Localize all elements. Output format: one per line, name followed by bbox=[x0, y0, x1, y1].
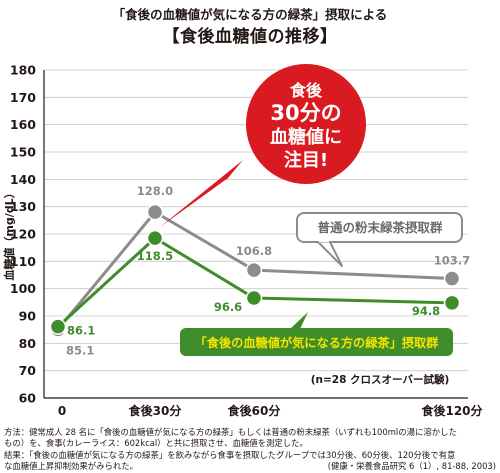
normal-tea-value-label: 106.8 bbox=[236, 244, 272, 258]
y-tick-label: 100 bbox=[10, 281, 36, 296]
y-tick-label: 140 bbox=[10, 172, 36, 187]
glucose-tea-point bbox=[245, 289, 263, 307]
y-tick-label: 90 bbox=[19, 309, 37, 324]
normal-tea-line bbox=[56, 210, 453, 331]
glucose-tea-value-label: 96.6 bbox=[214, 300, 242, 314]
y-tick-label: 120 bbox=[10, 227, 36, 242]
x-tick-label: 食後60分 bbox=[227, 403, 281, 418]
legend-pointer bbox=[317, 241, 343, 267]
normal-tea-point bbox=[245, 261, 263, 279]
note-result-line1: 結果：「食後の血糖値が気になる方の緑茶」を飲みながら食事を摂取したグループでは3… bbox=[4, 449, 456, 460]
legend-glucose-tea: 「食後の血糖値が気になる方の緑茶」摂取群 bbox=[180, 312, 453, 356]
y-tick-label: 150 bbox=[10, 145, 36, 160]
x-tick-label: 食後30分 bbox=[128, 403, 182, 418]
y-tick-label: 110 bbox=[10, 254, 36, 269]
x-tick-label: 食後120分 bbox=[420, 403, 482, 418]
legend-label: 「食後の血糖値が気になる方の緑茶」摂取群 bbox=[195, 335, 439, 350]
note-method-line1: 方法：健常成人 28 名に「食後の血糖値が気になる方の緑茶」もしくは普通の粉末緑… bbox=[4, 427, 457, 437]
legend-box bbox=[180, 328, 453, 356]
glucose-tea-point bbox=[146, 229, 164, 247]
normal-tea-value-label: 128.0 bbox=[137, 184, 173, 198]
y-tick-label: 180 bbox=[10, 63, 36, 78]
y-tick-labels: 60 70 80 90 100 110 120 130 140 150 160 170 180 bbox=[10, 63, 36, 406]
series-layer: 85.1 86.1 128.0 118.5 106.8 96.6 103.7 94.8 bbox=[49, 184, 470, 357]
note-result-line2: な血糖値上昇抑制効果がみられた。 bbox=[4, 460, 138, 471]
glucose-tea-point bbox=[49, 318, 67, 335]
x-tick-label: 0 bbox=[58, 404, 66, 418]
glucose-tea-value-label: 86.1 bbox=[67, 324, 95, 338]
study-annotation: (n=28 クロスオーバー試験) bbox=[311, 373, 450, 386]
callout-line: 食後 bbox=[289, 81, 323, 100]
glucose-tea-point bbox=[443, 294, 461, 312]
glucose-tea-value-label: 118.5 bbox=[137, 249, 173, 263]
callout-line: 30分の bbox=[270, 101, 341, 125]
callout-line: 血糖値に bbox=[270, 126, 342, 148]
normal-tea-point bbox=[146, 203, 164, 221]
note-source: (健康・栄養食品研究 6（1）, 81-88, 2003) bbox=[327, 460, 496, 471]
chart-title: 【食後血糖値の推移】 bbox=[162, 27, 338, 47]
callout-circle bbox=[246, 64, 366, 184]
legend-box bbox=[296, 212, 463, 243]
callout-tail bbox=[160, 160, 243, 227]
y-tick-label: 70 bbox=[19, 363, 37, 378]
normal-tea-value-label: 103.7 bbox=[434, 254, 470, 268]
legend-pointer bbox=[290, 312, 308, 329]
x-tick-labels: 0 食後30分 食後60分 食後120分 bbox=[58, 403, 483, 418]
glucose-tea-value-label: 94.8 bbox=[412, 304, 440, 318]
glucose-tea-line bbox=[56, 236, 453, 328]
y-tick-label: 60 bbox=[19, 391, 37, 406]
y-tick-label: 160 bbox=[10, 117, 36, 132]
note-method-line2: もの）を、食事(カレーライス：602kcal）と共に摂取させ、血糖値を測定した。 bbox=[4, 438, 308, 449]
legend-label: 普通の粉末緑茶摂取群 bbox=[317, 220, 443, 235]
normal-tea-value-label: 85.1 bbox=[66, 343, 94, 357]
normal-tea-point bbox=[443, 270, 461, 287]
y-axis-label: 血糖値（mg/dL） bbox=[2, 187, 16, 280]
y-tick-label: 80 bbox=[19, 336, 37, 351]
callout-line: 注目! bbox=[284, 149, 328, 171]
y-tick-label: 170 bbox=[10, 90, 36, 105]
footnotes: 方法：健常成人 28 名に「食後の血糖値が気になる方の緑茶」もしくは普通の粉末緑… bbox=[4, 427, 498, 472]
legend-normal-tea: 普通の粉末緑茶摂取群 bbox=[296, 212, 463, 267]
chart-subtitle: 「食後の血糖値が気になる方の緑茶」摂取による bbox=[112, 7, 388, 22]
y-tick-label: 130 bbox=[10, 199, 36, 214]
